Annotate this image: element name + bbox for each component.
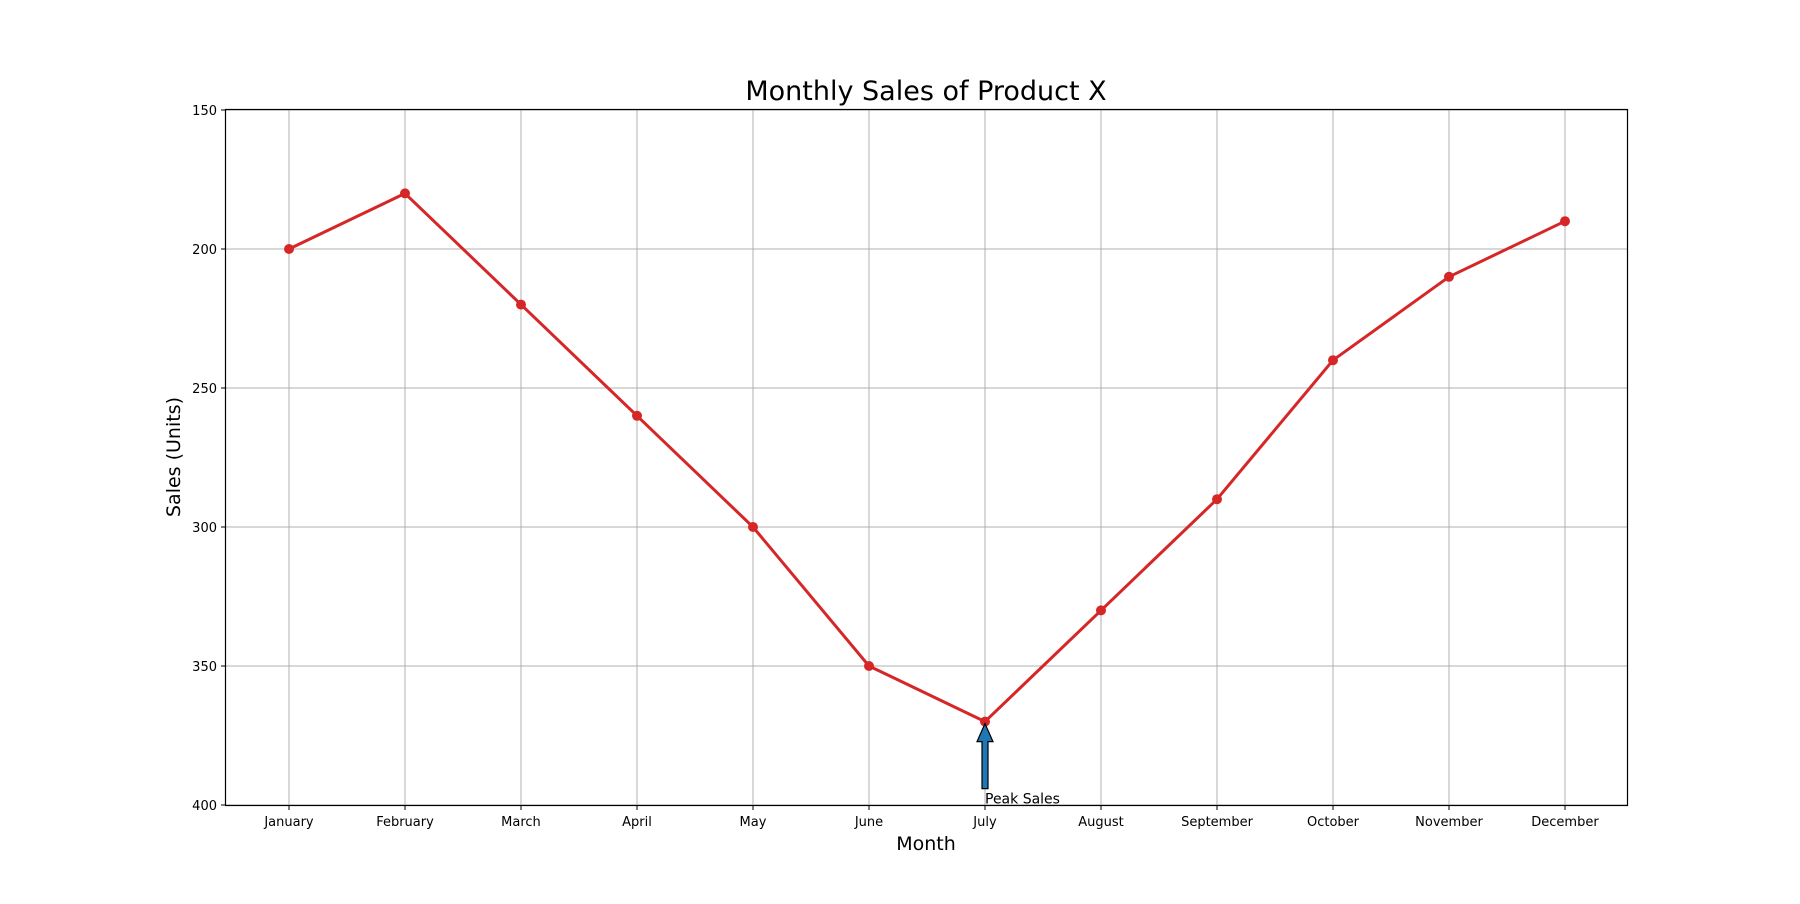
x-tick-label: March: [501, 815, 541, 830]
x-axis-ticks: January February March April May June July Augu…: [263, 805, 1599, 830]
x-tick-label: April: [622, 815, 652, 830]
y-tick-label: 300: [192, 521, 217, 536]
data-point: [1560, 216, 1570, 227]
x-tick-label: November: [1415, 815, 1483, 830]
y-tick-label: 250: [192, 382, 217, 397]
y-axis-label: Sales (Units): [163, 397, 185, 517]
x-tick-label: May: [740, 815, 767, 830]
x-tick-label: December: [1531, 815, 1599, 830]
annotation-label: Peak Sales: [985, 792, 1060, 808]
x-tick-label: September: [1181, 815, 1254, 830]
y-tick-label: 400: [192, 799, 217, 814]
annotation-layer: Peak Sales: [976, 722, 1060, 808]
x-tick-label: July: [972, 815, 997, 830]
data-point: [1212, 494, 1222, 505]
data-points-layer: [284, 188, 1570, 727]
data-point: [980, 716, 990, 727]
data-point: [864, 661, 874, 671]
y-tick-label: 200: [192, 243, 217, 258]
x-tick-label: June: [854, 815, 883, 830]
x-axis-label: Month: [896, 833, 956, 855]
data-point: [632, 410, 642, 421]
annotation-arrow: [976, 722, 994, 790]
data-point: [284, 244, 294, 254]
y-axis-ticks: 150 200 250 300 350 400: [192, 104, 226, 814]
chart-title: Monthly Sales of Product X: [745, 76, 1106, 107]
x-tick-label: August: [1078, 815, 1124, 830]
data-point: [748, 522, 758, 532]
data-point: [1096, 605, 1106, 616]
data-point: [516, 299, 526, 310]
data-point: [400, 188, 410, 199]
data-point: [1444, 271, 1454, 282]
x-tick-label: October: [1307, 815, 1360, 830]
x-tick-label: January: [263, 815, 314, 830]
series-line: [287, 191, 1567, 724]
data-point: [1328, 355, 1338, 366]
y-tick-label: 150: [192, 104, 217, 119]
y-tick-label: 350: [192, 660, 217, 675]
plot-frame: [224, 108, 1629, 807]
x-tick-label: February: [376, 815, 434, 830]
series-line-layer: [287, 191, 1567, 724]
